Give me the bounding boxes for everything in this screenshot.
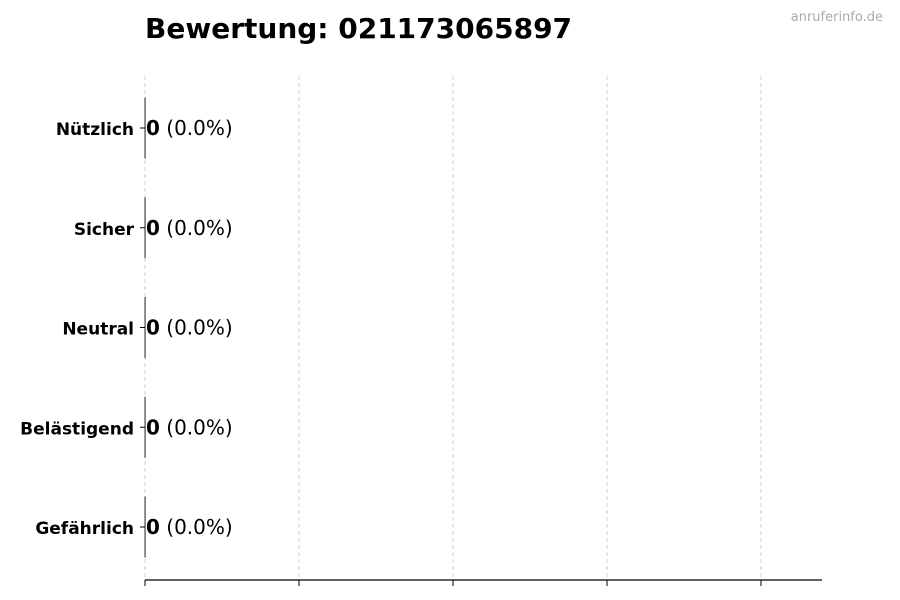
- watermark: anruferinfo.de: [790, 10, 883, 25]
- data-label: 0 (0.0%): [146, 216, 233, 240]
- y-tick-label: Belästigend: [20, 419, 134, 439]
- data-label-count: 0: [146, 415, 160, 439]
- y-tick-label: Nützlich: [56, 120, 134, 140]
- data-label-count: 0: [146, 316, 160, 340]
- data-label-percent: (0.0%): [160, 116, 233, 140]
- data-label: 0 (0.0%): [146, 116, 233, 140]
- data-label: 0 (0.0%): [146, 316, 233, 340]
- chart-title: Bewertung: 021173065897: [145, 12, 573, 45]
- y-tick-label: Sicher: [74, 220, 135, 240]
- data-label-count: 0: [146, 216, 160, 240]
- data-label-percent: (0.0%): [160, 515, 233, 539]
- data-label-percent: (0.0%): [160, 415, 233, 439]
- y-tick-label: Neutral: [62, 320, 134, 340]
- data-label-percent: (0.0%): [160, 316, 233, 340]
- data-label-count: 0: [146, 116, 160, 140]
- data-label: 0 (0.0%): [146, 515, 233, 539]
- data-label-percent: (0.0%): [160, 216, 233, 240]
- data-label-count: 0: [146, 515, 160, 539]
- data-label: 0 (0.0%): [146, 415, 233, 439]
- y-tick-label: Gefährlich: [35, 519, 134, 539]
